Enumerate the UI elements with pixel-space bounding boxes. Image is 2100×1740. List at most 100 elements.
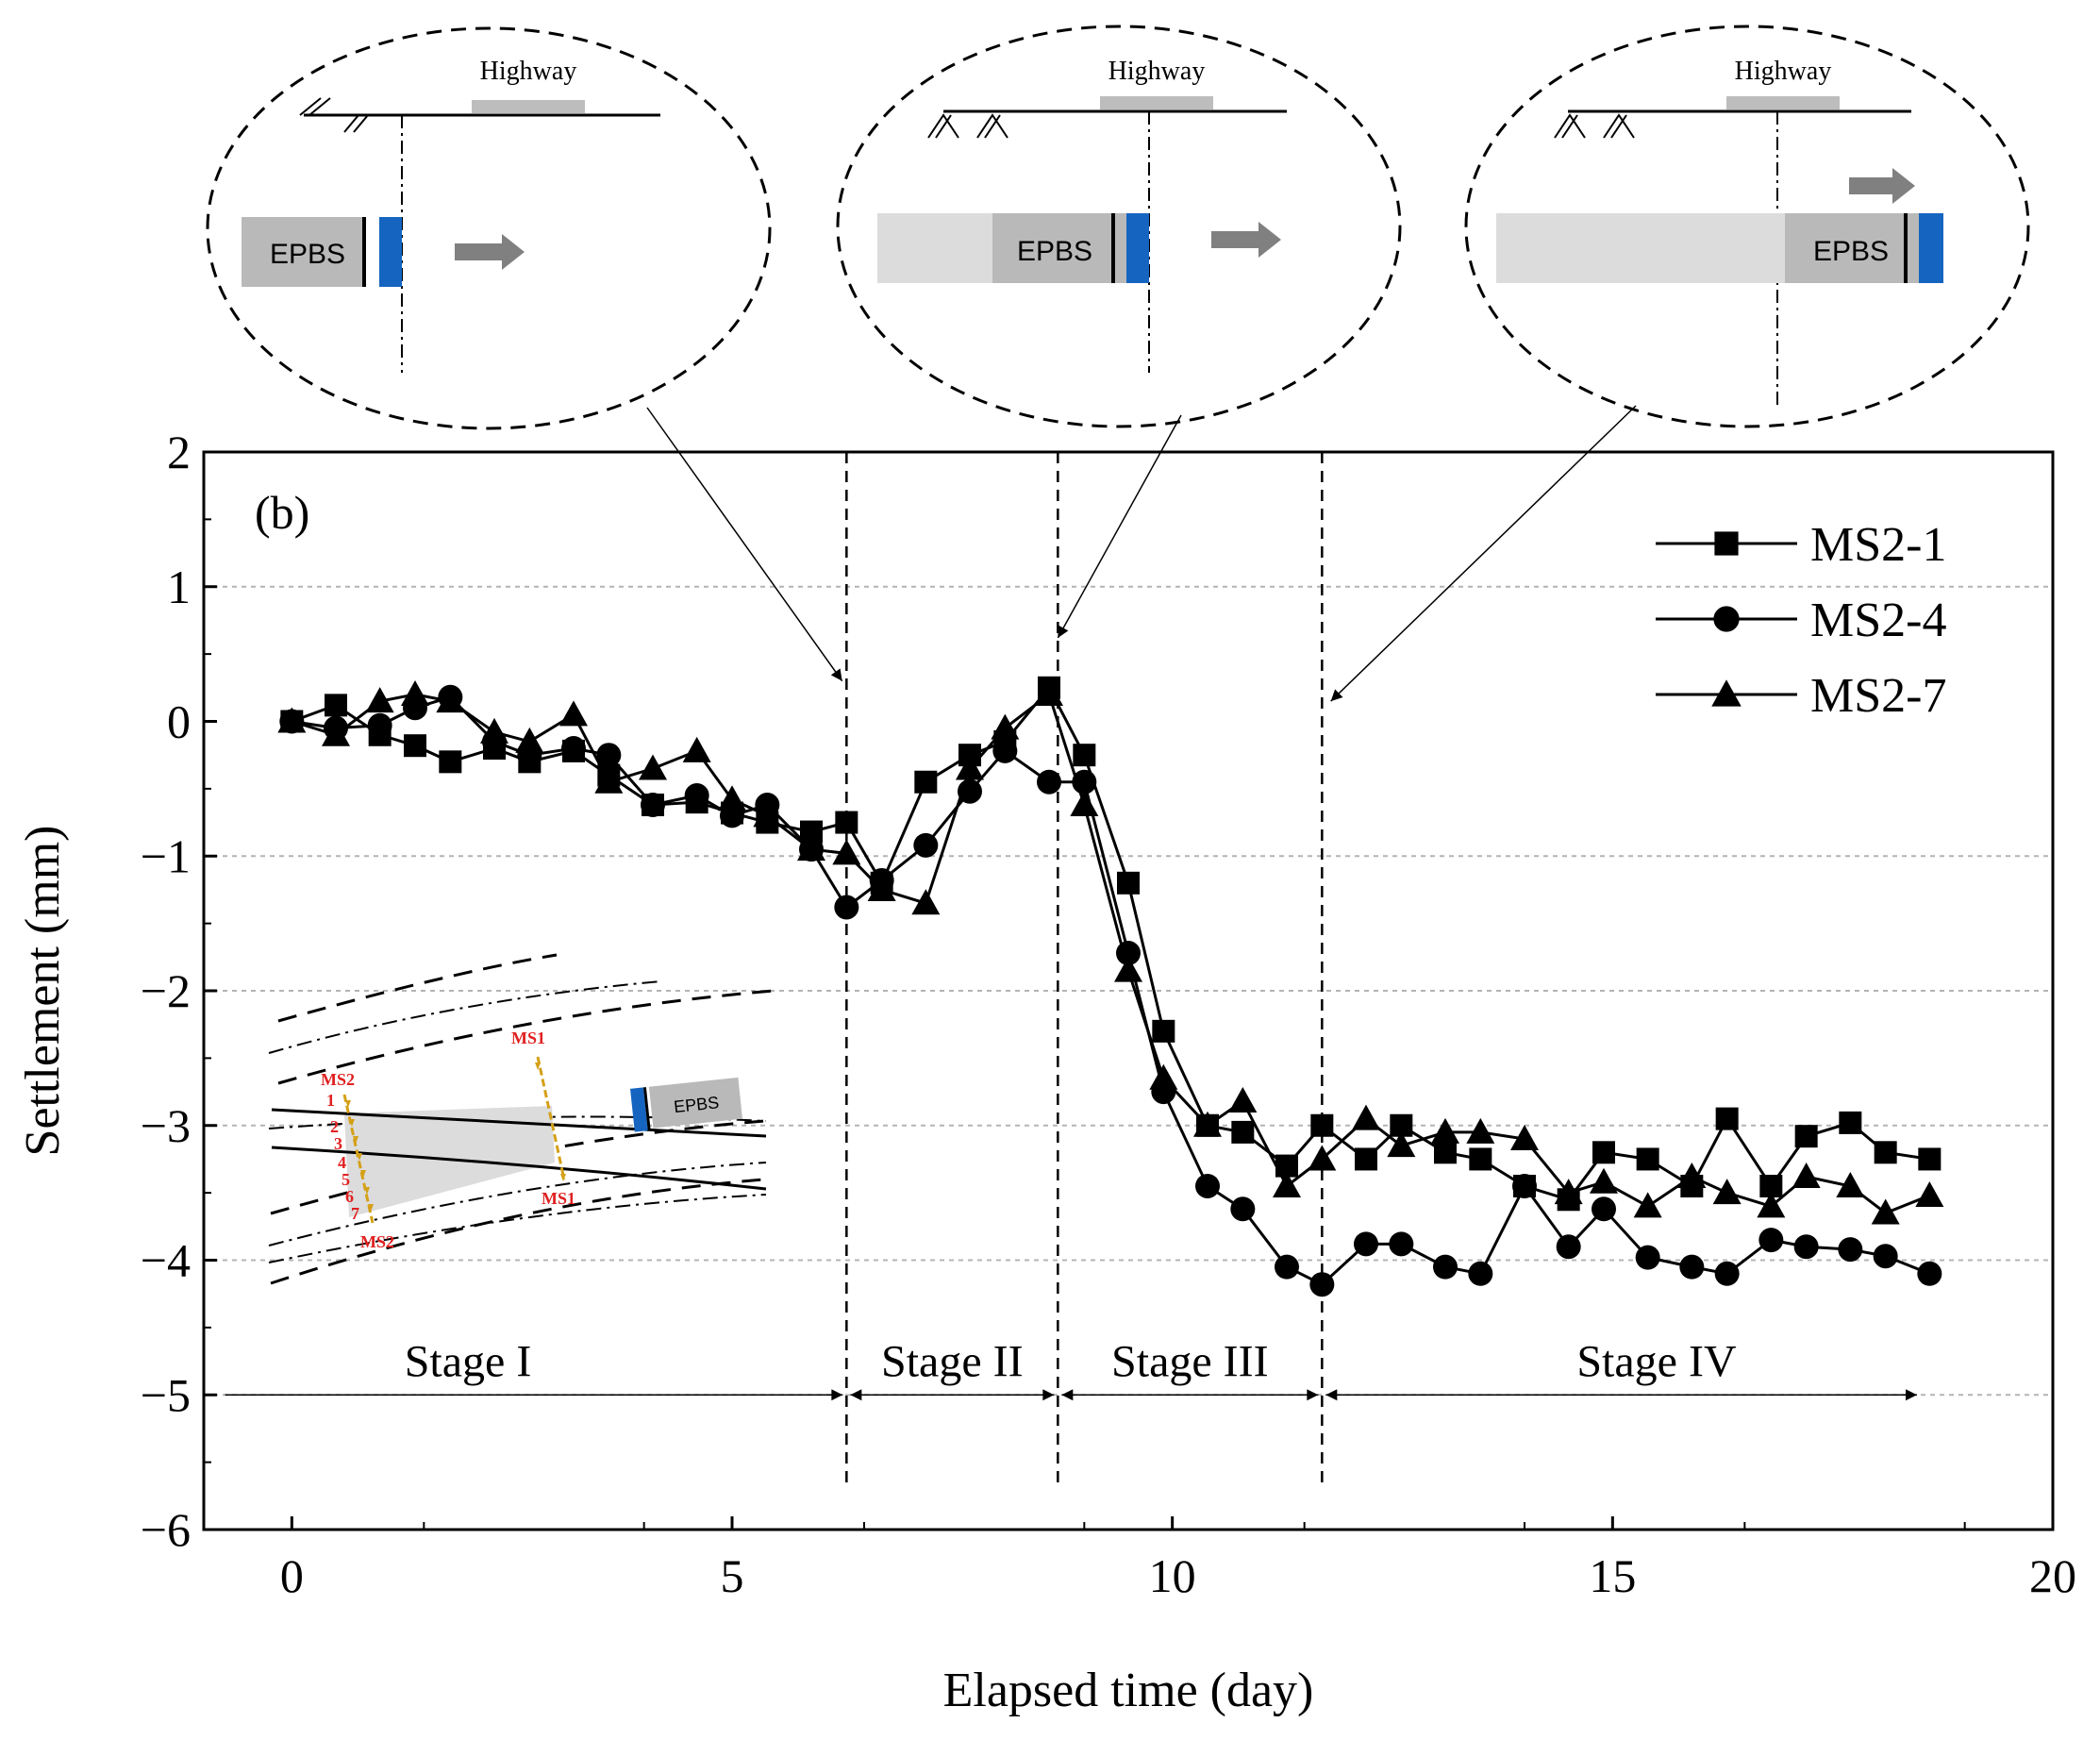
- data-point: [1389, 1231, 1414, 1257]
- data-point: [639, 754, 667, 780]
- data-point: [1838, 1237, 1863, 1263]
- data-point: [832, 839, 861, 865]
- data-point: [1793, 1234, 1819, 1260]
- data-point: [404, 734, 426, 758]
- data-point: [401, 679, 429, 706]
- data-point: [1712, 1179, 1742, 1205]
- series-ms2-1: [280, 676, 1942, 1212]
- y-tick-label: −6: [141, 1503, 191, 1556]
- data-point: [1070, 791, 1099, 817]
- callout-arrow: [1330, 405, 1637, 702]
- stage-arrows: Stage I Stage II Stage III Stage IV: [225, 1337, 1917, 1401]
- data-point: [1355, 1147, 1377, 1171]
- data-point: [1512, 1173, 1537, 1198]
- callout-arrows: [646, 405, 1637, 702]
- data-point: [1636, 1147, 1659, 1171]
- advance-arrow-icon: [1849, 168, 1915, 204]
- data-point: [1308, 1145, 1337, 1171]
- y-tick-label: −3: [141, 1099, 191, 1152]
- stage-label: Stage II: [881, 1337, 1024, 1387]
- y-tick-label: −1: [141, 829, 191, 882]
- epbs-label: EPBS: [270, 239, 345, 270]
- legend-label: MS2-1: [1810, 518, 1946, 572]
- data-point: [1677, 1162, 1707, 1188]
- data-point: [956, 754, 984, 780]
- highway-label: Highway: [1735, 57, 1832, 86]
- data-point: [1510, 1125, 1539, 1151]
- data-point: [1354, 1231, 1378, 1257]
- data-point: [1352, 1104, 1380, 1130]
- schematic-after-passing: Highway EPBS: [1464, 25, 2030, 428]
- data-point: [322, 720, 350, 746]
- data-point: [753, 801, 782, 828]
- stage-label: Stage I: [405, 1337, 532, 1387]
- svg-text:1: 1: [326, 1091, 335, 1110]
- highway-bar: [1726, 96, 1840, 109]
- data-point: [684, 783, 709, 809]
- svg-text:MS2: MS2: [321, 1070, 355, 1089]
- data-point: [277, 707, 307, 733]
- ground-hatch-icon: [299, 97, 369, 133]
- data-point: [436, 687, 465, 713]
- data-point: [1469, 1147, 1492, 1171]
- y-tick-label: −2: [141, 964, 191, 1017]
- data-point: [1592, 1196, 1616, 1222]
- data-point: [1231, 1120, 1255, 1144]
- data-point: [594, 767, 624, 794]
- data-point: [1758, 1228, 1784, 1253]
- x-tick-label: 5: [721, 1549, 744, 1602]
- data-point: [1275, 1254, 1299, 1280]
- data-point: [365, 687, 394, 713]
- svg-text:2: 2: [330, 1117, 339, 1136]
- data-point: [1556, 1234, 1581, 1260]
- svg-text:5: 5: [342, 1170, 350, 1189]
- data-point: [641, 793, 665, 818]
- data-point: [1193, 1111, 1222, 1137]
- data-point: [515, 727, 544, 753]
- svg-text:3: 3: [334, 1134, 342, 1153]
- advance-arrow-icon: [1211, 222, 1281, 258]
- data-point: [1794, 1125, 1818, 1148]
- stage-label: Stage III: [1111, 1337, 1269, 1387]
- legend-item-ms2-4: MS2-4: [1656, 594, 1946, 647]
- data-point: [439, 750, 462, 774]
- data-point: [1590, 1167, 1618, 1194]
- data-point: [1871, 1198, 1900, 1225]
- series-ms2-7: [277, 679, 1944, 1225]
- data-point: [1434, 1141, 1457, 1164]
- plot-frame: [202, 450, 2055, 1531]
- tunnel-lining: [877, 213, 992, 283]
- data-point: [1592, 1141, 1615, 1164]
- data-point: [1679, 1254, 1705, 1280]
- data-point: [1073, 744, 1096, 767]
- data-point: [559, 700, 588, 727]
- schematic-under-highway: Highway EPBS: [836, 25, 1402, 428]
- cutter-head: [1126, 213, 1149, 283]
- data-point: [1873, 1244, 1898, 1269]
- highway-bar: [472, 100, 585, 113]
- data-point: [1917, 1261, 1942, 1286]
- legend: MS2-1 MS2-4 MS2-7: [1656, 518, 1946, 723]
- data-point: [991, 713, 1020, 740]
- data-point: [797, 835, 825, 862]
- epbs-machine: [1785, 213, 1919, 283]
- data-point: [1037, 769, 1061, 795]
- legend-label: MS2-4: [1810, 594, 1946, 647]
- svg-text:EPBS: EPBS: [673, 1093, 720, 1116]
- data-point: [867, 875, 896, 901]
- epbs-machine: [992, 213, 1126, 283]
- panel-label: (b): [255, 486, 309, 539]
- epbs-machine: [242, 217, 364, 287]
- ms1-section-line: [536, 1056, 566, 1180]
- data-point: [1433, 1254, 1458, 1280]
- data-point: [992, 738, 1018, 763]
- svg-text:MS1: MS1: [542, 1189, 575, 1208]
- svg-text:MS1: MS1: [511, 1029, 545, 1047]
- data-point: [1273, 1171, 1301, 1197]
- data-point: [1757, 1192, 1786, 1218]
- y-tick-label: −4: [141, 1234, 191, 1287]
- data-point: [367, 712, 392, 738]
- data-point: [682, 736, 711, 762]
- legend-label: MS2-7: [1810, 669, 1946, 723]
